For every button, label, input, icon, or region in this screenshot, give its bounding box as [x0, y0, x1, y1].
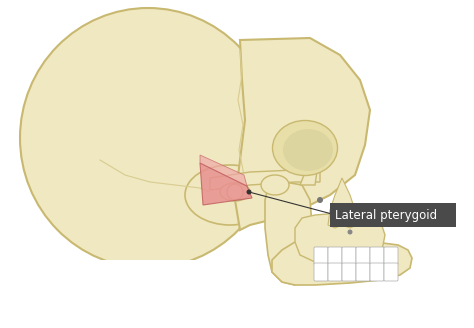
Circle shape: [246, 190, 252, 195]
Circle shape: [392, 275, 398, 281]
Circle shape: [227, 184, 243, 200]
Polygon shape: [300, 152, 318, 185]
FancyBboxPatch shape: [314, 247, 328, 265]
FancyBboxPatch shape: [20, 260, 220, 328]
Ellipse shape: [261, 175, 289, 195]
FancyBboxPatch shape: [370, 247, 384, 265]
Polygon shape: [210, 170, 320, 190]
FancyBboxPatch shape: [384, 247, 398, 265]
Ellipse shape: [185, 165, 275, 225]
FancyBboxPatch shape: [342, 247, 356, 265]
Ellipse shape: [283, 129, 333, 171]
Ellipse shape: [220, 183, 250, 201]
FancyBboxPatch shape: [314, 263, 328, 281]
Circle shape: [317, 197, 323, 203]
FancyBboxPatch shape: [330, 203, 456, 227]
FancyBboxPatch shape: [384, 263, 398, 281]
FancyBboxPatch shape: [328, 247, 342, 265]
Polygon shape: [328, 178, 357, 228]
Ellipse shape: [20, 8, 276, 268]
FancyBboxPatch shape: [356, 263, 370, 281]
Polygon shape: [235, 38, 370, 230]
Polygon shape: [200, 163, 252, 205]
FancyBboxPatch shape: [342, 263, 356, 281]
Polygon shape: [295, 213, 385, 265]
FancyBboxPatch shape: [328, 263, 342, 281]
Circle shape: [347, 230, 353, 235]
FancyBboxPatch shape: [356, 247, 370, 265]
Polygon shape: [265, 182, 312, 285]
FancyBboxPatch shape: [370, 263, 384, 281]
Ellipse shape: [273, 120, 337, 175]
Polygon shape: [200, 155, 247, 186]
Text: Lateral pterygoid: Lateral pterygoid: [335, 209, 437, 221]
Polygon shape: [272, 240, 412, 285]
